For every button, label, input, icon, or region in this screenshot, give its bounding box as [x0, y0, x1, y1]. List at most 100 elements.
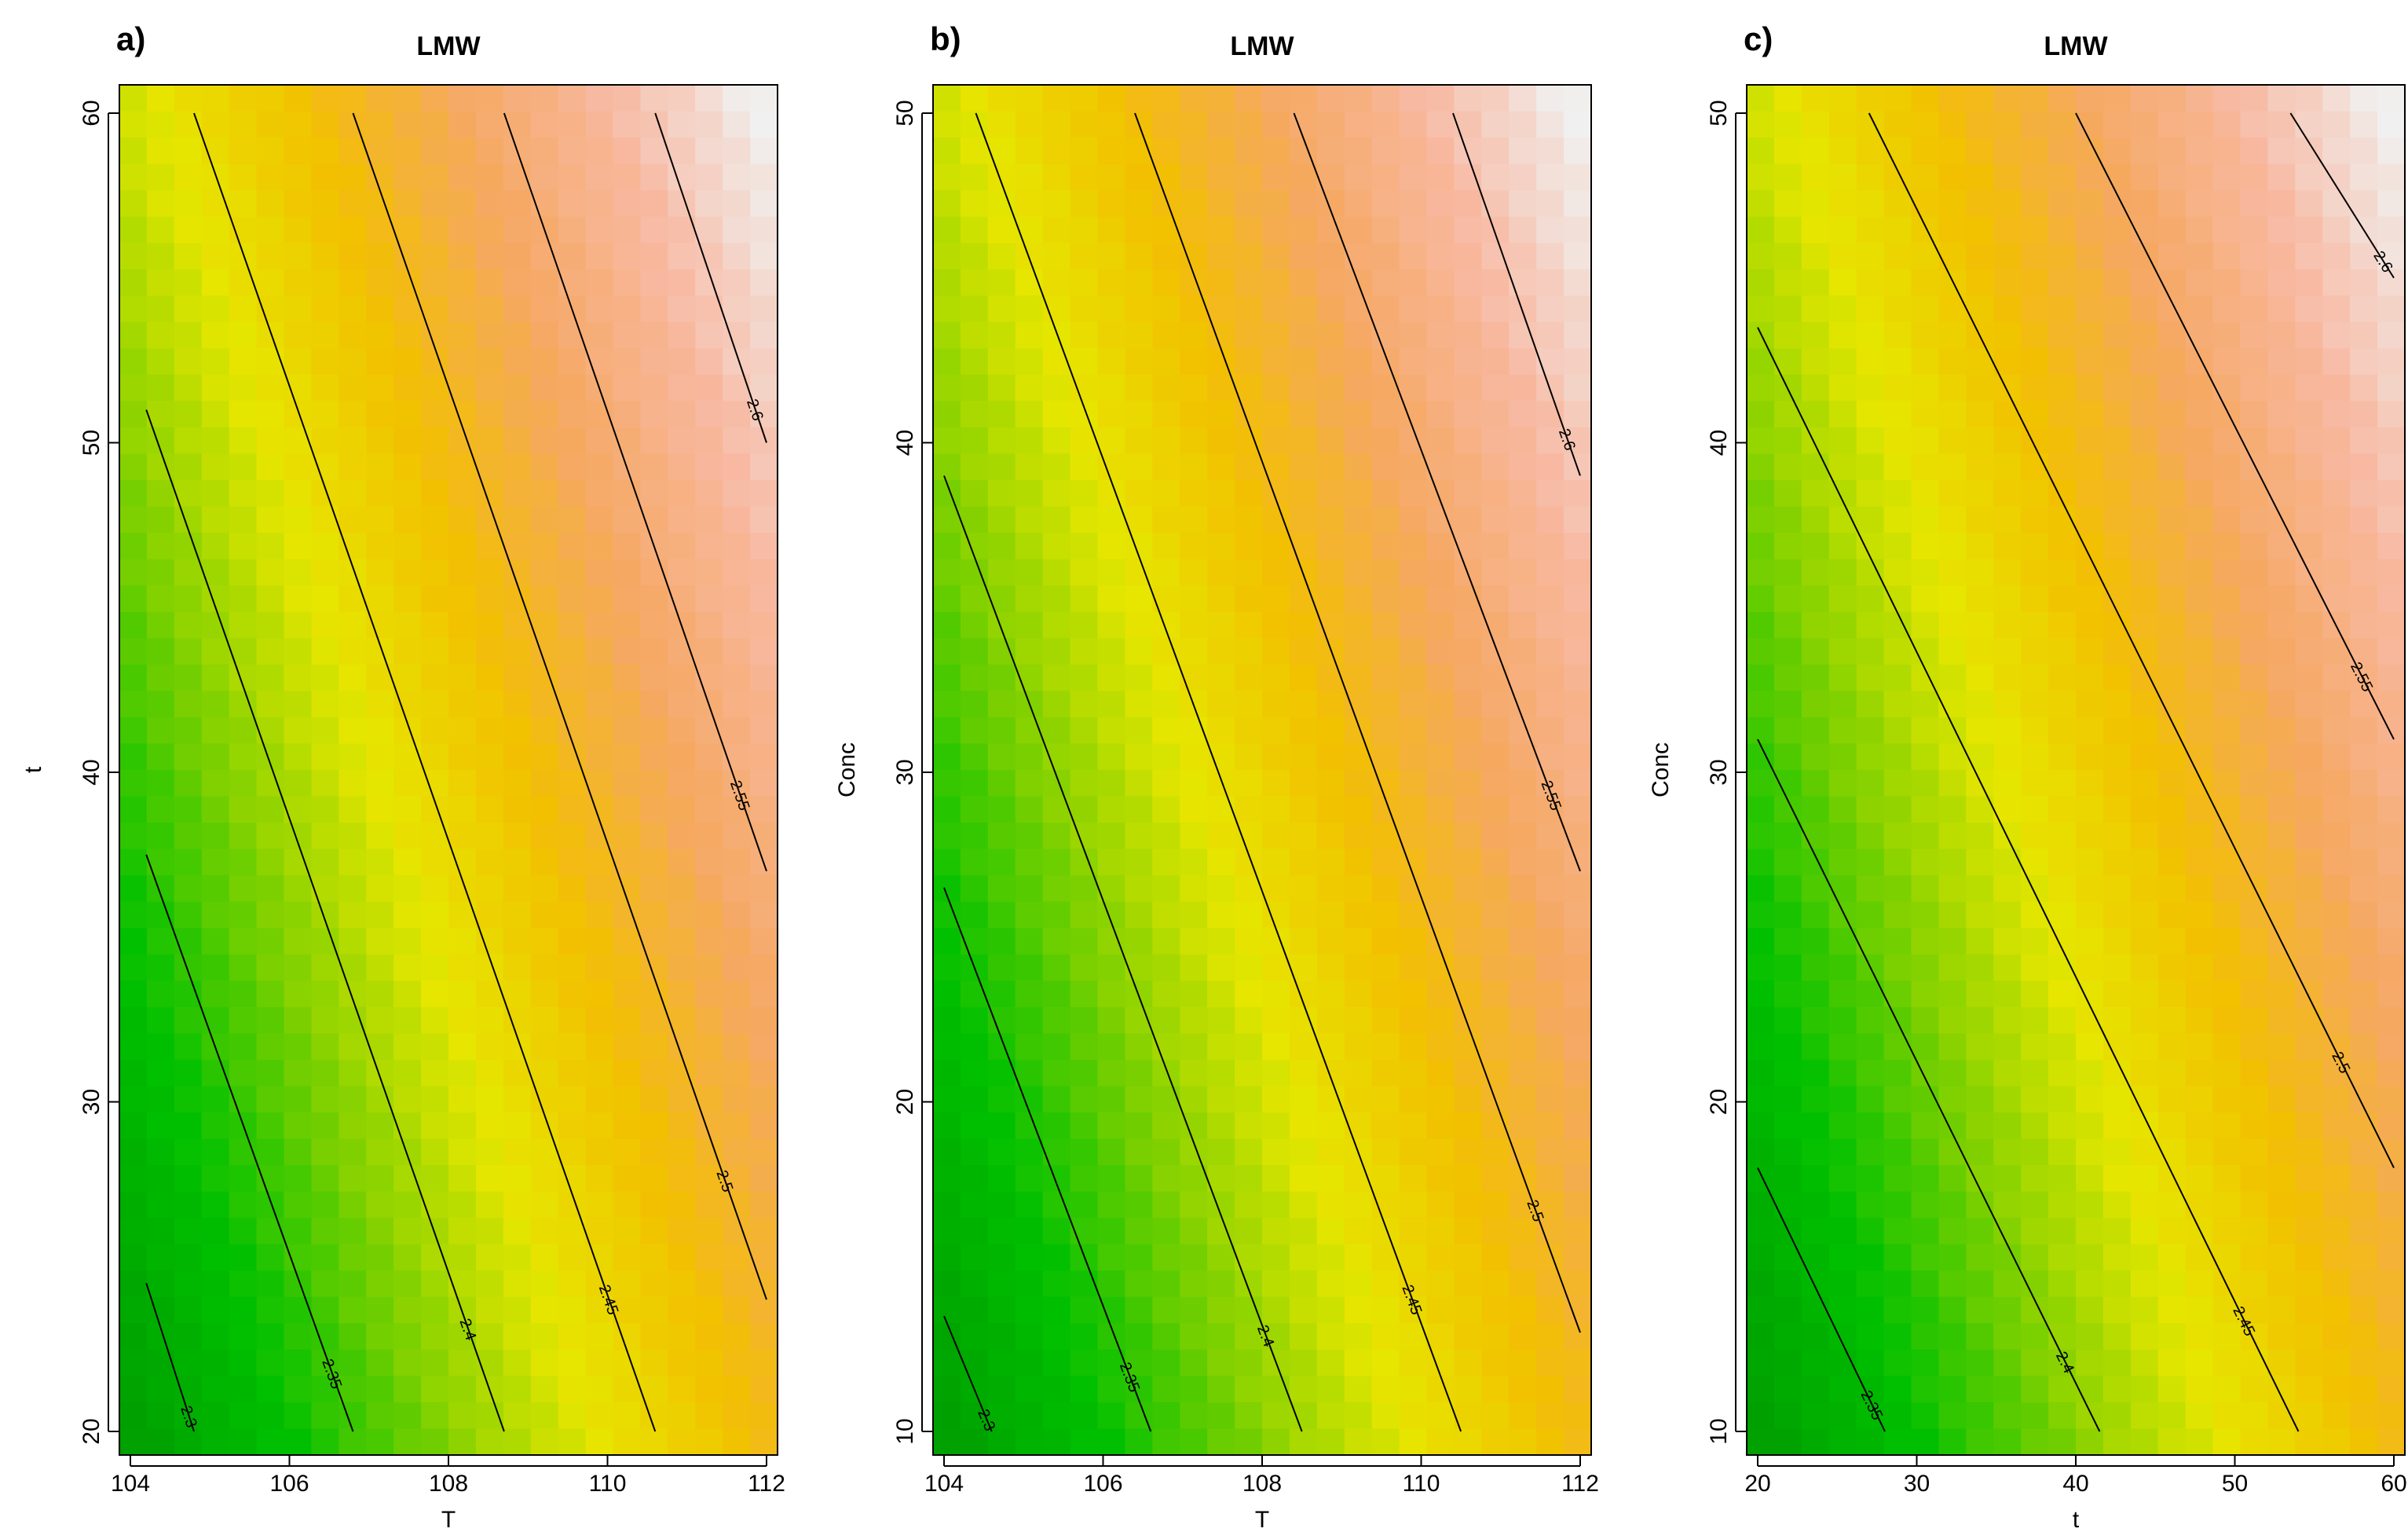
heatmap-cell [201, 85, 230, 112]
heatmap-cell [1883, 638, 1912, 665]
heatmap-cell [475, 638, 504, 665]
heatmap-cell [1773, 533, 1802, 560]
heatmap-cell [1371, 1376, 1400, 1403]
heatmap-cell [1509, 1138, 1537, 1166]
heatmap-cell [2377, 190, 2406, 218]
heatmap-cell [1152, 243, 1181, 270]
heatmap-cell [1883, 1218, 1912, 1245]
heatmap-cell [1344, 1006, 1373, 1035]
heatmap-cell [229, 1402, 258, 1430]
heatmap-cell [146, 1138, 175, 1166]
heatmap-cell [119, 1270, 148, 1298]
heatmap-cell [1993, 453, 2022, 481]
heatmap-cell [960, 480, 989, 508]
heatmap-cell [1152, 823, 1181, 850]
heatmap-cell [933, 585, 961, 613]
heatmap-cell [1536, 638, 1564, 665]
heatmap-cell [256, 954, 285, 982]
heatmap-cell [613, 295, 642, 323]
heatmap-cell [585, 638, 614, 665]
heatmap-cell [1426, 796, 1455, 823]
heatmap-cell [1262, 1428, 1290, 1456]
heatmap-cell [2102, 1112, 2132, 1140]
heatmap-cell [1015, 533, 1044, 560]
heatmap-cell [668, 1218, 697, 1245]
heatmap-cell [2021, 980, 2049, 1008]
heatmap-cell [723, 1402, 751, 1430]
heatmap-cell [1481, 1006, 1510, 1035]
contour-line [975, 112, 1462, 1432]
heatmap-cell [503, 901, 532, 929]
heatmap-cell [1125, 638, 1154, 665]
heatmap-cell [339, 1165, 368, 1193]
heatmap-cell [1262, 1270, 1290, 1298]
heatmap-cell [2185, 901, 2214, 929]
heatmap-cell [1481, 533, 1510, 560]
heatmap-cell [2130, 1191, 2159, 1219]
heatmap-cell [1371, 243, 1400, 270]
heatmap-cell [558, 823, 587, 850]
heatmap-cell [2295, 1270, 2324, 1298]
heatmap-cell [613, 1086, 642, 1113]
heatmap-cell [1070, 980, 1099, 1008]
heatmap-cell [1125, 770, 1154, 797]
heatmap-cell [2295, 770, 2324, 797]
heatmap-cell [2377, 585, 2406, 613]
heatmap-cell [174, 1349, 203, 1377]
heatmap-cell [960, 823, 989, 850]
heatmap-cell [1911, 743, 1940, 771]
heatmap-cell [1070, 85, 1099, 112]
heatmap-cell [256, 427, 285, 455]
heatmap-cell [229, 190, 258, 218]
heatmap-cell [1801, 1086, 1830, 1113]
heatmap-cell [1938, 1349, 1967, 1377]
heatmap-cell [933, 875, 961, 903]
heatmap-cell [2021, 1191, 2049, 1219]
heatmap-cell [1316, 875, 1345, 903]
heatmap-cell [201, 1112, 230, 1140]
heatmap-cell [2295, 743, 2324, 771]
heatmap-cell [750, 954, 778, 982]
heatmap-cell [2102, 1165, 2132, 1193]
heatmap-cell [2130, 638, 2159, 665]
heatmap-cell [2048, 111, 2077, 138]
heatmap-cell [668, 1112, 697, 1140]
heatmap-cell [2048, 611, 2077, 640]
heatmap-cell [2322, 137, 2351, 165]
heatmap-cell [448, 1376, 477, 1403]
heatmap-cell [1426, 875, 1455, 903]
heatmap-cell [668, 1323, 697, 1351]
heatmap-cell [2021, 321, 2049, 350]
heatmap-cell [585, 743, 614, 771]
heatmap-cell [1747, 1059, 1775, 1087]
heatmap-cell [256, 1376, 285, 1403]
heatmap-cell [1883, 1349, 1912, 1377]
heatmap-cell [2240, 1059, 2269, 1087]
heatmap-cell [2130, 1376, 2159, 1403]
heatmap-cell [1399, 321, 1428, 350]
heatmap-cell [2295, 848, 2324, 876]
heatmap-cell [1966, 453, 1995, 481]
heatmap-cell [987, 190, 1016, 218]
heatmap-cell [1042, 480, 1071, 508]
heatmap-cell [558, 743, 587, 771]
heatmap-cell [393, 1428, 422, 1456]
heatmap-cell [284, 163, 313, 191]
heatmap-cell [1289, 1059, 1318, 1087]
heatmap-cell [1911, 506, 1940, 533]
heatmap-cell [339, 611, 368, 640]
heatmap-cell [1426, 1033, 1455, 1061]
heatmap-cell [1042, 1402, 1071, 1430]
heatmap-cell [2240, 1402, 2269, 1430]
heatmap-cell [2048, 638, 2077, 665]
heatmap-cell [640, 611, 669, 640]
heatmap-cell [1097, 1165, 1126, 1193]
heatmap-cell [311, 216, 340, 244]
heatmap-cell [723, 848, 751, 876]
heatmap-cell [2048, 321, 2077, 350]
heatmap-cell [723, 163, 751, 191]
heatmap-cell [2295, 1086, 2324, 1113]
heatmap-cell [1207, 1349, 1235, 1377]
heatmap-cell [1207, 717, 1235, 745]
heatmap-cell [1747, 163, 1775, 191]
